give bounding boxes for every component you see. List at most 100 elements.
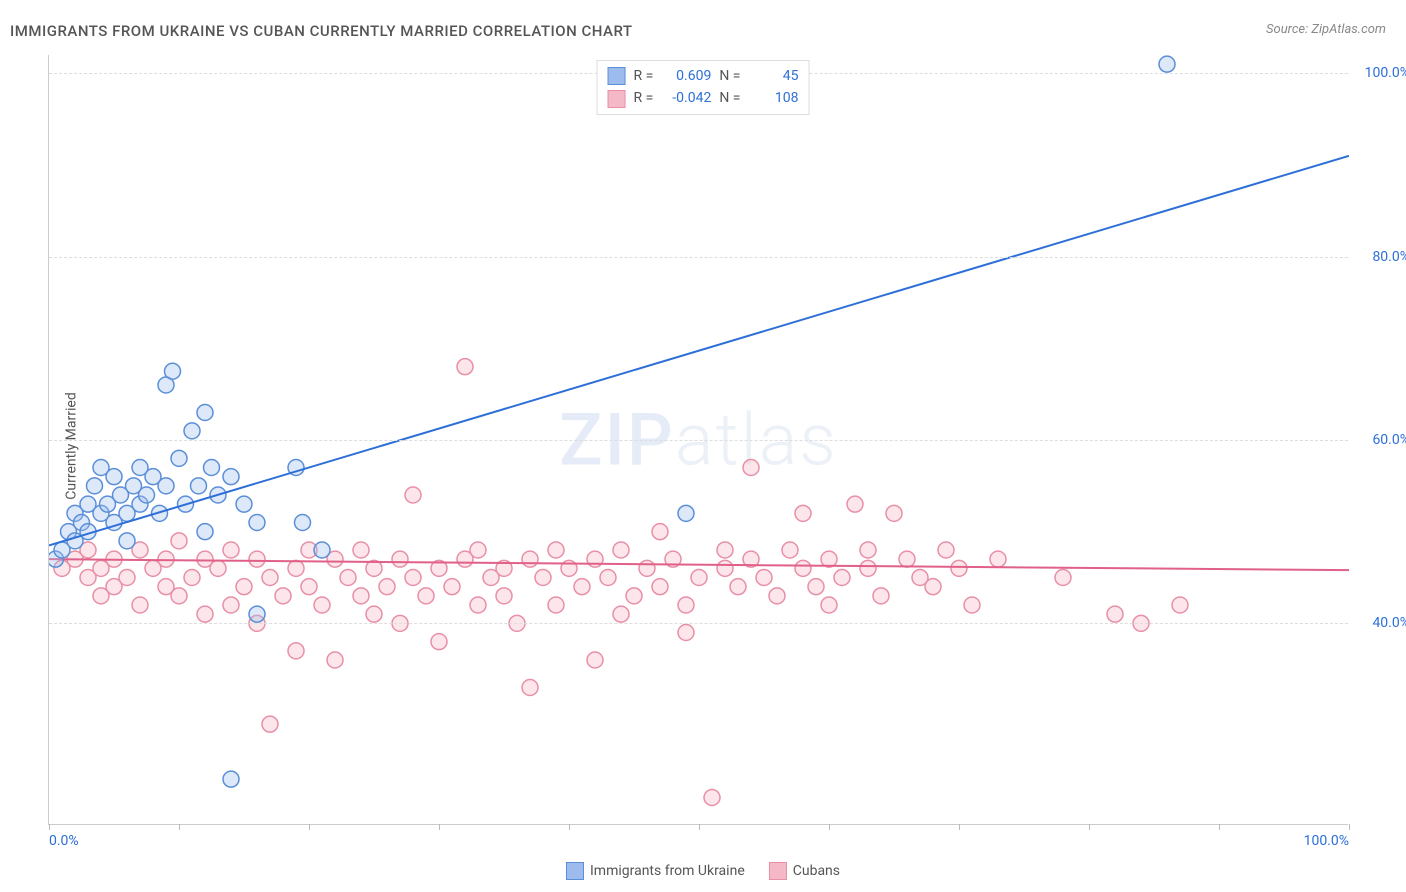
y-tick-label: 100.0% [1365, 65, 1406, 81]
x-tick-mark [49, 824, 50, 830]
data-point [1172, 597, 1188, 613]
y-tick-label: 60.0% [1372, 432, 1406, 448]
data-point [210, 560, 226, 576]
data-point [990, 551, 1006, 567]
swatch-ukraine [608, 67, 626, 85]
data-point [197, 405, 213, 421]
gridline [49, 257, 1348, 258]
series-label-cubans: Cubans [793, 863, 840, 879]
x-tick-mark [959, 824, 960, 830]
data-point [1055, 570, 1071, 586]
data-point [379, 579, 395, 595]
data-point [275, 588, 291, 604]
data-point [951, 560, 967, 576]
r-label: R = [634, 87, 654, 109]
data-point [295, 515, 311, 531]
plot-area: ZIPatlas 40.0%60.0%80.0%100.0%0.0%100.0% [48, 55, 1348, 825]
data-point [938, 542, 954, 558]
series-label-ukraine: Immigrants from Ukraine [590, 863, 745, 879]
data-point [444, 579, 460, 595]
data-point [600, 570, 616, 586]
data-point [769, 588, 785, 604]
data-point [717, 560, 733, 576]
data-point [139, 487, 155, 503]
data-point [392, 551, 408, 567]
data-point [249, 606, 265, 622]
data-point [821, 597, 837, 613]
series-legend: Immigrants from Ukraine Cubans [566, 862, 840, 880]
data-point [652, 524, 668, 540]
data-point [717, 542, 733, 558]
data-point [925, 579, 941, 595]
data-point [652, 579, 668, 595]
data-point [184, 423, 200, 439]
data-point [132, 597, 148, 613]
data-point [795, 560, 811, 576]
data-point [223, 542, 239, 558]
data-point [314, 597, 330, 613]
y-tick-label: 80.0% [1372, 249, 1406, 265]
r-label: R = [634, 65, 654, 87]
x-tick-mark [699, 824, 700, 830]
data-point [808, 579, 824, 595]
gridline [49, 440, 1348, 441]
legend-item-cubans: Cubans [769, 862, 840, 880]
data-point [587, 652, 603, 668]
y-tick-label: 40.0% [1372, 615, 1406, 631]
data-point [106, 469, 122, 485]
correlation-legend: R = 0.609 N = 45 R = -0.042 N = 108 [597, 60, 810, 115]
x-tick-mark [179, 824, 180, 830]
source-label: Source: ZipAtlas.com [1266, 22, 1386, 37]
data-point [626, 588, 642, 604]
n-label: N = [719, 65, 740, 87]
data-point [899, 551, 915, 567]
data-point [204, 460, 220, 476]
legend-item-ukraine: Immigrants from Ukraine [566, 862, 745, 880]
data-point [548, 542, 564, 558]
data-point [327, 652, 343, 668]
data-point [184, 570, 200, 586]
trend-line [49, 559, 1349, 570]
data-point [119, 533, 135, 549]
x-tick-mark [1349, 824, 1350, 830]
data-point [223, 771, 239, 787]
data-point [691, 570, 707, 586]
data-point [262, 570, 278, 586]
data-point [249, 551, 265, 567]
x-tick-mark [439, 824, 440, 830]
data-point [847, 496, 863, 512]
n-label: N = [719, 87, 740, 109]
data-point [171, 533, 187, 549]
data-point [964, 597, 980, 613]
data-point [158, 478, 174, 494]
gridline [49, 623, 1348, 624]
data-point [288, 643, 304, 659]
data-point [886, 505, 902, 521]
trend-line [49, 156, 1349, 546]
data-point [366, 606, 382, 622]
data-point [834, 570, 850, 586]
data-point [431, 634, 447, 650]
data-point [678, 505, 694, 521]
data-point [353, 588, 369, 604]
data-point [405, 570, 421, 586]
data-point [223, 469, 239, 485]
data-point [574, 579, 590, 595]
r-value-cubans: -0.042 [663, 87, 711, 109]
data-point [470, 542, 486, 558]
chart-title: IMMIGRANTS FROM UKRAINE VS CUBAN CURRENT… [10, 22, 633, 40]
data-point [457, 359, 473, 375]
data-point [165, 363, 181, 379]
data-point [795, 505, 811, 521]
x-tick-mark [1089, 824, 1090, 830]
x-tick-label: 100.0% [1304, 833, 1349, 849]
data-point [236, 496, 252, 512]
data-point [262, 716, 278, 732]
data-point [236, 579, 252, 595]
data-point [873, 588, 889, 604]
n-value-ukraine: 45 [750, 65, 798, 87]
data-point [119, 570, 135, 586]
data-point [613, 606, 629, 622]
data-point [223, 597, 239, 613]
x-tick-mark [569, 824, 570, 830]
